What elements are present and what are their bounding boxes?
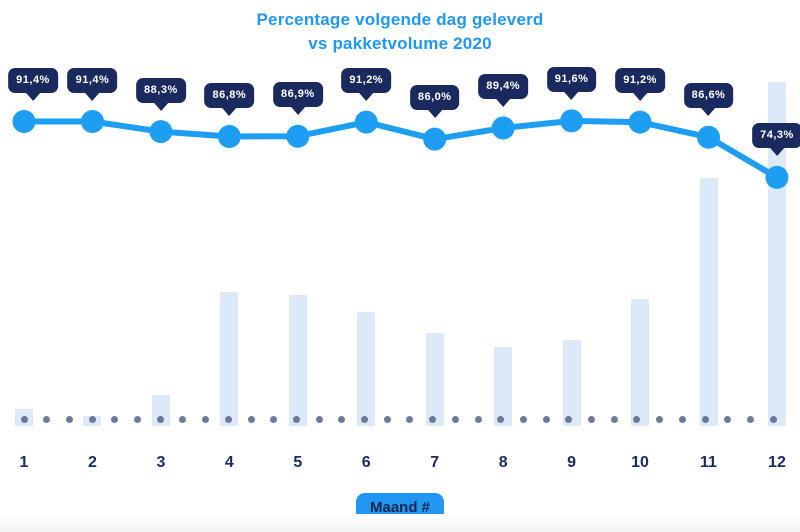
percent-badge-month-4: 86,8% (204, 82, 255, 108)
x-axis-label-6: 6 (361, 454, 371, 471)
baseline-dot (769, 415, 777, 423)
baseline-dot (224, 415, 232, 423)
volume-bar-month-10 (631, 298, 650, 426)
volume-bar-month-8 (494, 346, 513, 426)
baseline-dot (338, 415, 346, 423)
percent-badge-month-7: 86,0% (409, 85, 460, 111)
baseline-dot (406, 415, 414, 423)
baseline-dot (656, 415, 664, 423)
x-axis-label-9: 9 (567, 454, 577, 471)
line-marker-month-7 (423, 127, 447, 151)
baseline-dot (315, 415, 323, 423)
line-marker-month-11 (697, 125, 720, 149)
baseline-dot (610, 415, 618, 423)
baseline-dot (542, 415, 550, 423)
volume-bar-month-5 (288, 295, 307, 426)
x-axis-label-2: 2 (87, 454, 97, 471)
percent-badge-month-2: 91,4% (67, 67, 118, 93)
x-axis-title: Maand # (369, 499, 431, 516)
baseline-dot (247, 415, 255, 423)
x-axis-label-7: 7 (430, 454, 440, 471)
volume-bar-month-4 (220, 291, 239, 426)
baseline-dot (361, 415, 368, 423)
x-axis-label-10: 10 (631, 454, 649, 471)
baseline-dot (65, 415, 73, 423)
volume-bar-month-7 (425, 333, 444, 426)
baseline-dot (156, 415, 164, 423)
baseline-dot (88, 415, 96, 423)
x-axis-label-12: 12 (768, 454, 786, 471)
percent-badge-month-9: 91,6% (546, 66, 597, 92)
volume-bar-month-6 (357, 312, 376, 426)
x-axis-label-3: 3 (156, 454, 166, 471)
baseline-dot (724, 415, 732, 423)
percent-badge-month-8: 89,4% (478, 74, 528, 100)
baseline-dot (202, 415, 210, 423)
x-axis-label-1: 1 (19, 454, 29, 471)
x-axis-label-5: 5 (293, 454, 303, 471)
percent-badge-month-6: 91,2% (341, 68, 392, 94)
baseline-dot (383, 415, 391, 423)
baseline-dot (270, 415, 278, 423)
baseline-dot (588, 415, 595, 423)
baseline-dot (678, 415, 686, 423)
baseline-dot (633, 415, 641, 423)
chart-title-line2: vs pakketvolume 2020 (308, 34, 492, 53)
volume-bar-month-9 (562, 340, 581, 426)
line-marker-month-8 (491, 116, 515, 140)
x-axis-label-11: 11 (700, 454, 717, 471)
baseline-dot (43, 415, 51, 423)
baseline-dot (429, 415, 437, 423)
baseline-dot (134, 415, 141, 423)
volume-bar-month-3 (151, 395, 170, 426)
baseline-dot (111, 415, 119, 423)
percent-badge-month-10: 91,2% (615, 68, 665, 94)
line-marker-month-6 (354, 110, 378, 134)
x-axis-label-4: 4 (224, 454, 234, 471)
chart-title: Percentage volgende dag geleverd vs pakk… (0, 8, 800, 56)
baseline-dot (451, 415, 459, 423)
x-axis-label-8: 8 (498, 454, 508, 471)
line-marker-month-5 (286, 124, 310, 148)
line-marker-month-1 (12, 110, 36, 133)
baseline-dot (565, 415, 573, 423)
baseline-dot (701, 415, 709, 423)
line-marker-month-4 (217, 125, 241, 149)
percent-badge-month-12: 74,3% (752, 123, 800, 149)
line-marker-month-2 (80, 110, 104, 133)
footer-strip (0, 514, 800, 532)
baseline-dot (292, 415, 300, 423)
baseline-dot (474, 415, 482, 423)
baseline-dot (179, 415, 187, 423)
percent-badge-month-5: 86,9% (272, 82, 323, 108)
baseline-dot (497, 415, 505, 423)
line-marker-month-9 (560, 109, 584, 133)
volume-bar-month-11 (699, 178, 718, 426)
line-marker-month-3 (149, 120, 173, 144)
baseline-dot (746, 415, 754, 423)
chart-title-line1: Percentage volgende dag geleverd (256, 10, 544, 29)
percent-badge-month-11: 86,6% (683, 83, 734, 109)
line-marker-month-10 (628, 110, 652, 134)
percent-badge-month-3: 88,3% (136, 77, 186, 103)
percentage-line (21, 117, 780, 181)
baseline-dot (519, 415, 527, 423)
percent-badge-month-1: 91,4% (8, 67, 58, 93)
baseline-dot (20, 415, 28, 423)
